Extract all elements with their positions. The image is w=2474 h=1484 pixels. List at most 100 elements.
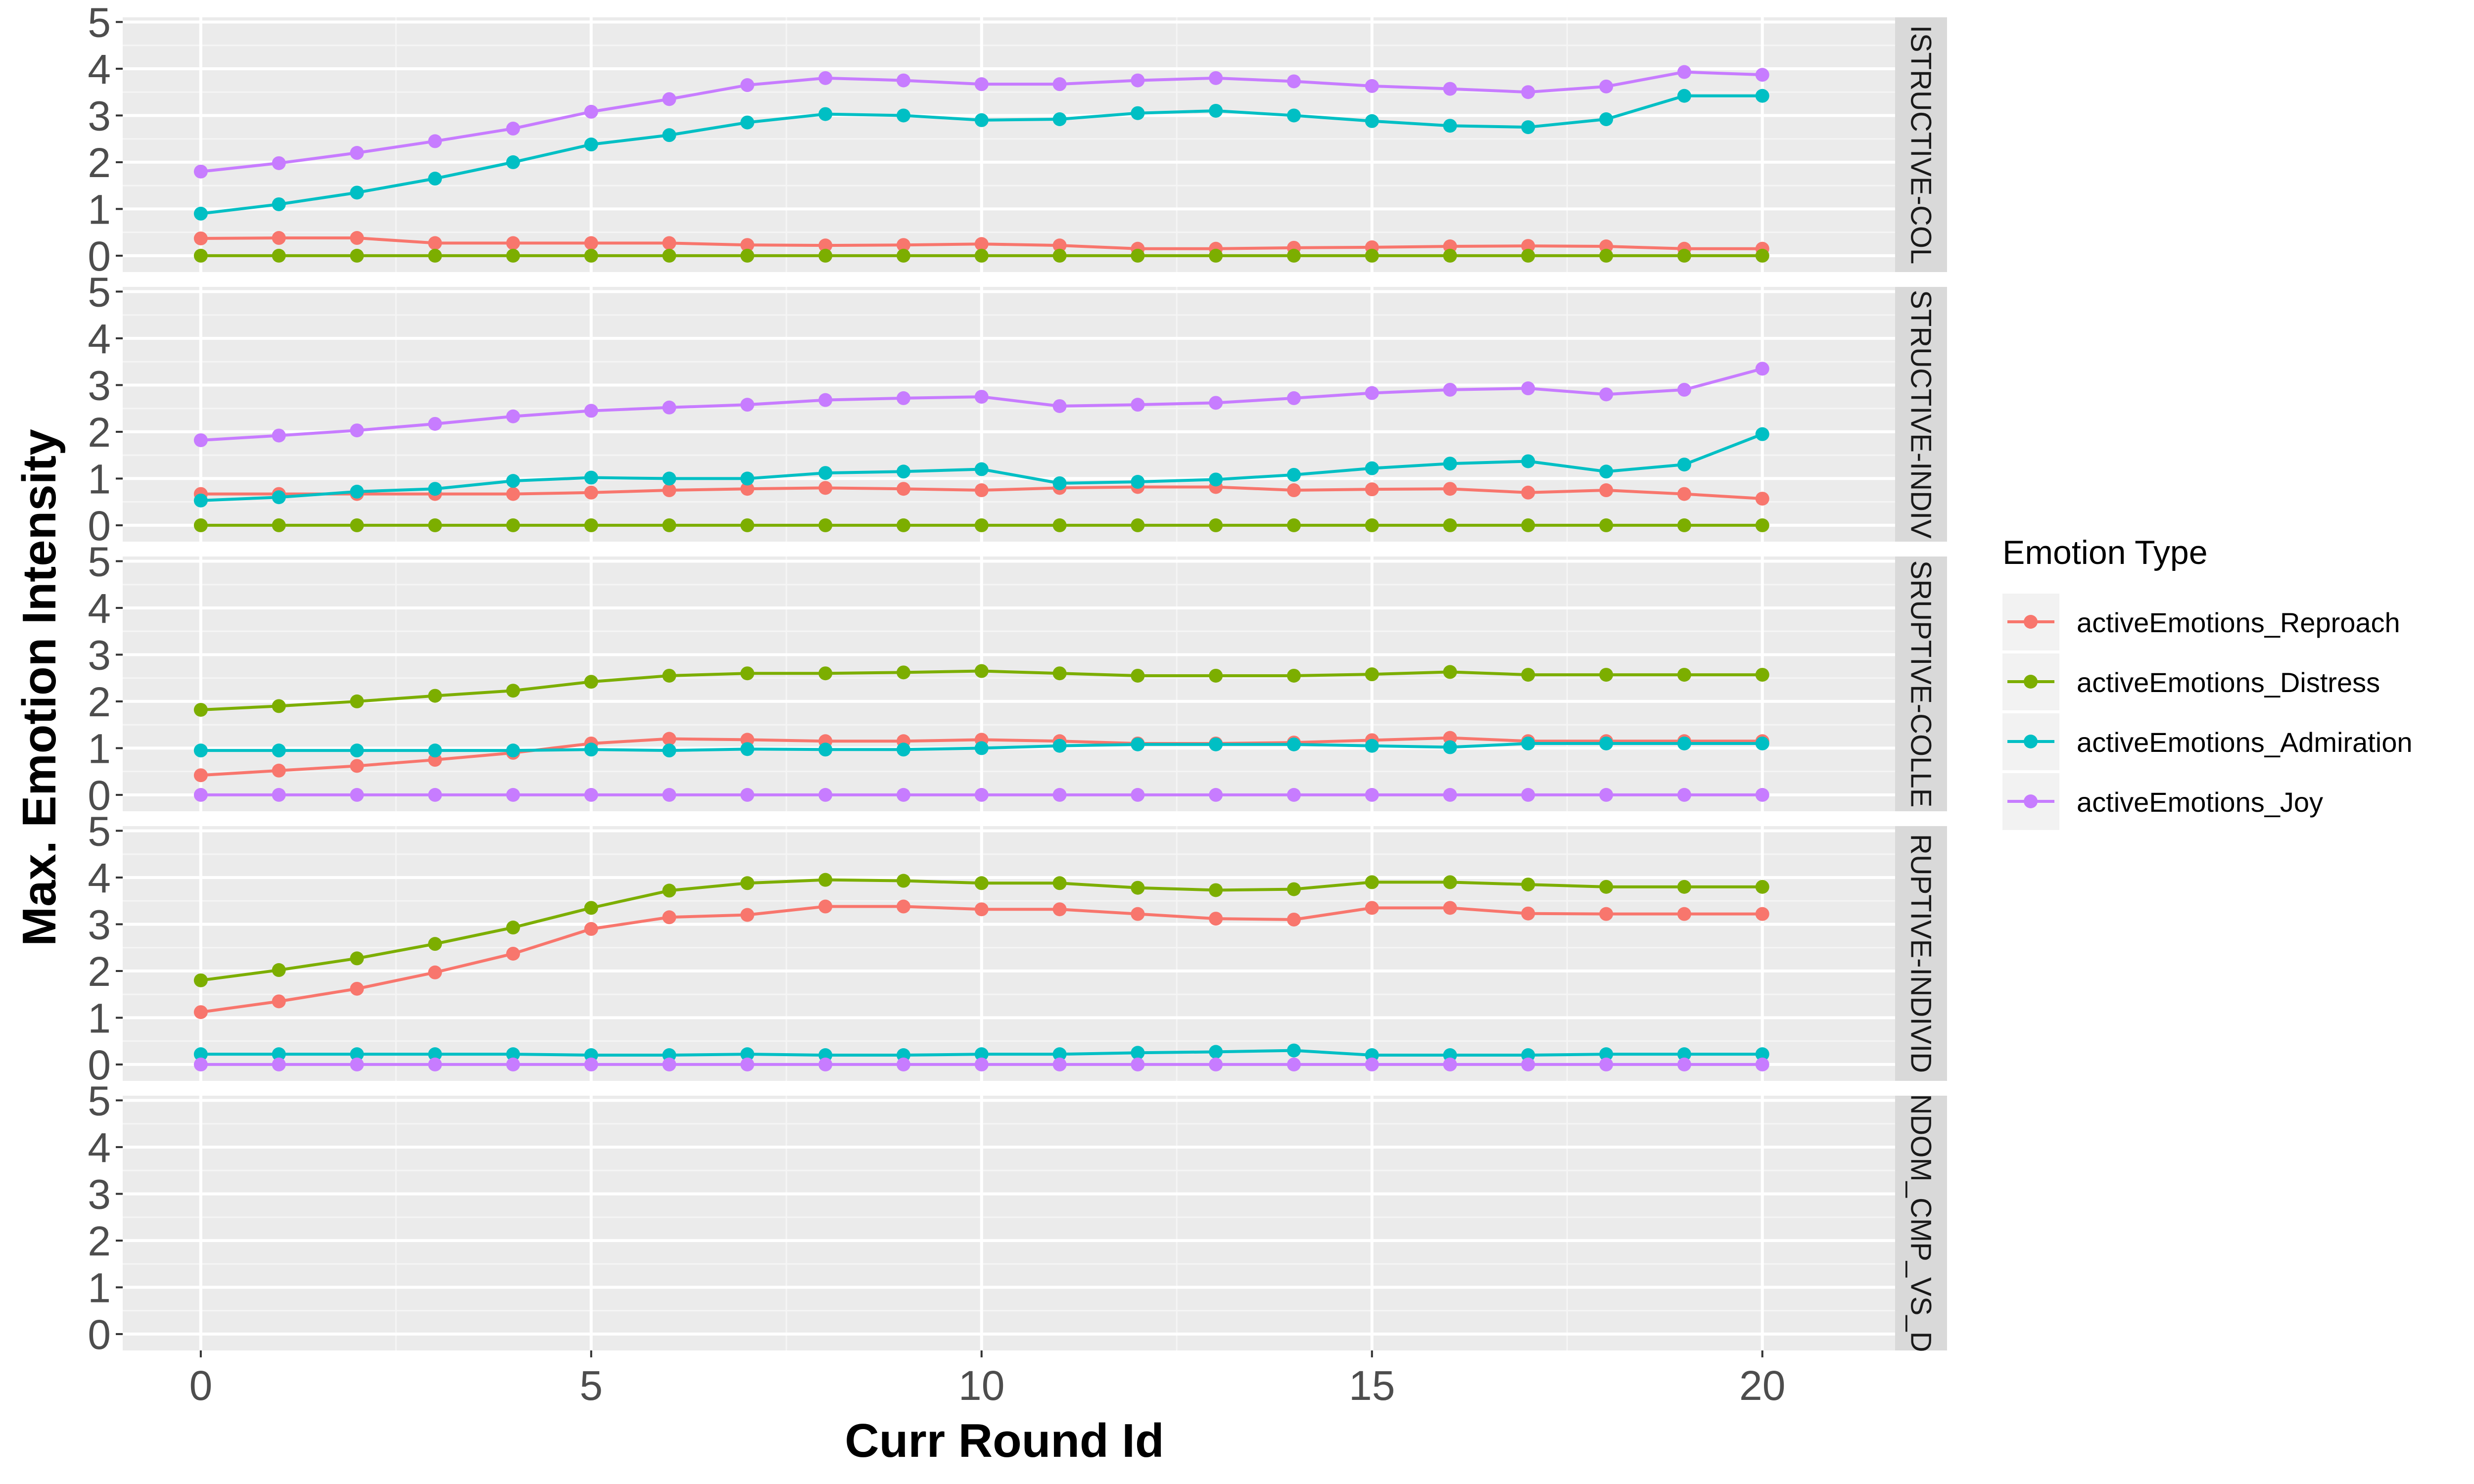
data-point: [818, 481, 833, 495]
data-point: [1286, 467, 1301, 482]
data-point: [1443, 665, 1457, 679]
x-tick-label: 0: [189, 1362, 212, 1409]
data-point: [1131, 737, 1145, 751]
data-point: [896, 742, 910, 757]
panel-background: [123, 287, 1895, 542]
data-point: [584, 404, 598, 418]
data-point: [193, 164, 208, 179]
data-point: [193, 702, 208, 717]
data-point: [974, 902, 989, 917]
y-tick-label: 0: [88, 1042, 111, 1088]
data-point: [1209, 472, 1223, 487]
y-tick-label: 0: [88, 772, 111, 819]
data-point: [1521, 85, 1535, 99]
data-point: [896, 1057, 910, 1071]
data-point: [1677, 458, 1691, 472]
data-point: [1755, 788, 1769, 802]
facet-strip: [1895, 826, 1947, 1081]
data-point: [272, 156, 286, 170]
y-tick-label: 3: [88, 1171, 111, 1217]
data-point: [1131, 1046, 1145, 1060]
data-point: [193, 248, 208, 263]
data-point: [1521, 518, 1535, 532]
data-point: [974, 518, 989, 532]
data-point: [272, 248, 286, 263]
data-point: [506, 121, 520, 136]
data-point: [1052, 476, 1067, 490]
data-point: [1365, 1057, 1379, 1071]
data-point: [506, 946, 520, 961]
data-point: [1521, 239, 1535, 253]
data-point: [662, 732, 676, 746]
data-point: [584, 470, 598, 485]
data-point: [974, 741, 989, 755]
data-point: [1521, 736, 1535, 750]
data-point: [584, 1057, 598, 1071]
data-point: [193, 518, 208, 532]
data-point: [1443, 119, 1457, 133]
data-point: [662, 236, 676, 250]
y-tick-label: 4: [88, 316, 111, 362]
data-point: [1131, 1057, 1145, 1071]
data-point: [1521, 454, 1535, 468]
y-tick-label: 2: [88, 139, 111, 186]
data-point: [1209, 248, 1223, 263]
data-point: [896, 665, 910, 680]
data-point: [350, 248, 364, 263]
data-point: [974, 462, 989, 476]
data-point: [506, 684, 520, 698]
data-point: [896, 108, 910, 123]
data-point: [428, 937, 442, 951]
data-point: [1443, 248, 1457, 263]
data-point: [1131, 475, 1145, 489]
data-point: [506, 518, 520, 532]
data-point: [1286, 483, 1301, 498]
panel-background: [123, 17, 1895, 272]
data-point: [1443, 382, 1457, 397]
data-point: [1677, 1047, 1691, 1062]
data-point: [1365, 739, 1379, 753]
data-point: [506, 1047, 520, 1062]
data-point: [428, 248, 442, 263]
data-point: [818, 873, 833, 887]
data-point: [506, 743, 520, 758]
data-point: [506, 788, 520, 802]
data-point: [1521, 381, 1535, 396]
data-point: [662, 743, 676, 758]
data-point: [740, 248, 755, 263]
data-point: [662, 788, 676, 802]
data-point: [662, 483, 676, 498]
data-point: [662, 248, 676, 263]
data-point: [740, 876, 755, 890]
data-point: [1677, 65, 1691, 79]
data-point: [1599, 788, 1614, 802]
data-point: [1677, 880, 1691, 894]
data-point: [662, 883, 676, 898]
data-point: [1755, 880, 1769, 894]
facet-strip: [1895, 556, 1947, 811]
data-point: [272, 428, 286, 443]
data-point: [1209, 1045, 1223, 1059]
panel-background: [123, 1096, 1895, 1350]
data-point: [584, 138, 598, 152]
y-tick-label: 3: [88, 93, 111, 139]
data-point: [974, 113, 989, 127]
data-point: [1365, 461, 1379, 475]
data-point: [1131, 668, 1145, 683]
data-point: [272, 699, 286, 713]
y-tick-label: 3: [88, 362, 111, 409]
data-point: [818, 238, 833, 253]
data-point: [1521, 878, 1535, 892]
data-point: [896, 238, 910, 252]
data-point: [584, 675, 598, 689]
data-point: [1755, 248, 1769, 263]
data-point: [1443, 875, 1457, 889]
data-point: [428, 788, 442, 802]
data-point: [1365, 788, 1379, 802]
data-point: [1365, 875, 1379, 889]
data-point: [1052, 788, 1067, 802]
data-point: [1599, 112, 1614, 126]
data-point: [1677, 788, 1691, 802]
